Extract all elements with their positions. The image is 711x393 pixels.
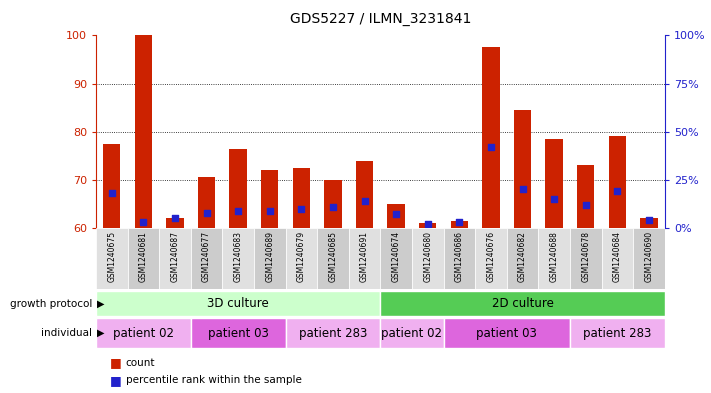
Bar	[96, 228, 127, 289]
Point	[264, 208, 275, 214]
Bar	[609, 136, 626, 228]
Bar	[577, 165, 594, 228]
Bar	[286, 318, 380, 348]
Point	[327, 204, 338, 210]
Point	[201, 209, 213, 216]
Text: GDS5227 / ILMN_3231841: GDS5227 / ILMN_3231841	[289, 12, 471, 26]
Point	[232, 208, 244, 214]
Bar	[444, 228, 475, 289]
Text: GSM1240686: GSM1240686	[455, 231, 464, 282]
Bar	[293, 168, 310, 228]
Bar	[254, 228, 286, 289]
Point	[359, 198, 370, 204]
Text: percentile rank within the sample: percentile rank within the sample	[126, 375, 301, 385]
Bar	[482, 48, 500, 228]
Text: patient 03: patient 03	[208, 327, 269, 340]
Text: GSM1240683: GSM1240683	[234, 231, 242, 282]
Text: GSM1240691: GSM1240691	[360, 231, 369, 282]
Bar	[127, 228, 159, 289]
Bar	[159, 228, 191, 289]
Text: GSM1240680: GSM1240680	[423, 231, 432, 282]
Bar	[507, 228, 538, 289]
Text: patient 283: patient 283	[583, 327, 651, 340]
Bar	[538, 228, 570, 289]
Text: growth protocol: growth protocol	[10, 299, 92, 309]
Text: GSM1240685: GSM1240685	[328, 231, 338, 282]
Point	[390, 211, 402, 218]
Text: GSM1240679: GSM1240679	[297, 231, 306, 282]
Text: ■: ■	[110, 374, 122, 387]
Point	[486, 144, 497, 150]
Bar	[380, 291, 665, 316]
Bar	[380, 228, 412, 289]
Bar	[475, 228, 507, 289]
Bar	[570, 228, 602, 289]
Text: GSM1240684: GSM1240684	[613, 231, 622, 282]
Bar	[261, 170, 279, 228]
Text: ▶: ▶	[97, 299, 105, 309]
Bar	[514, 110, 531, 228]
Point	[611, 188, 623, 195]
Bar	[356, 160, 373, 228]
Text: 3D culture: 3D culture	[208, 297, 269, 310]
Text: GSM1240674: GSM1240674	[392, 231, 401, 282]
Point	[643, 217, 655, 223]
Text: count: count	[126, 358, 155, 367]
Bar	[191, 318, 286, 348]
Bar	[198, 177, 215, 228]
Bar	[223, 228, 254, 289]
Text: GSM1240677: GSM1240677	[202, 231, 211, 282]
Bar	[419, 223, 437, 228]
Point	[580, 202, 592, 208]
Bar	[317, 228, 349, 289]
Bar	[96, 318, 191, 348]
Bar	[166, 218, 183, 228]
Bar	[349, 228, 380, 289]
Bar	[634, 228, 665, 289]
Bar	[134, 35, 152, 228]
Bar	[545, 139, 563, 228]
Text: 2D culture: 2D culture	[491, 297, 554, 310]
Text: GSM1240676: GSM1240676	[486, 231, 496, 282]
Bar	[387, 204, 405, 228]
Text: patient 02: patient 02	[113, 327, 174, 340]
Text: GSM1240689: GSM1240689	[265, 231, 274, 282]
Bar	[286, 228, 317, 289]
Text: individual: individual	[41, 328, 92, 338]
Bar	[451, 221, 468, 228]
Text: patient 02: patient 02	[382, 327, 442, 340]
Bar	[444, 318, 570, 348]
Bar	[412, 228, 444, 289]
Point	[296, 206, 307, 212]
Point	[169, 215, 181, 222]
Bar	[230, 149, 247, 228]
Text: GSM1240687: GSM1240687	[171, 231, 179, 282]
Text: GSM1240690: GSM1240690	[644, 231, 653, 282]
Bar	[641, 218, 658, 228]
Text: GSM1240682: GSM1240682	[518, 231, 527, 282]
Point	[517, 186, 528, 193]
Point	[454, 219, 465, 225]
Bar	[324, 180, 342, 228]
Text: GSM1240688: GSM1240688	[550, 231, 559, 282]
Point	[138, 219, 149, 225]
Bar	[380, 318, 444, 348]
Bar	[570, 318, 665, 348]
Text: ■: ■	[110, 356, 122, 369]
Text: patient 283: patient 283	[299, 327, 367, 340]
Text: ▶: ▶	[97, 328, 105, 338]
Text: GSM1240675: GSM1240675	[107, 231, 117, 282]
Bar	[191, 228, 223, 289]
Bar	[103, 144, 120, 228]
Point	[106, 190, 117, 196]
Text: GSM1240681: GSM1240681	[139, 231, 148, 282]
Text: GSM1240678: GSM1240678	[582, 231, 590, 282]
Point	[422, 221, 434, 227]
Bar	[602, 228, 634, 289]
Bar	[96, 291, 380, 316]
Point	[548, 196, 560, 202]
Text: patient 03: patient 03	[476, 327, 538, 340]
